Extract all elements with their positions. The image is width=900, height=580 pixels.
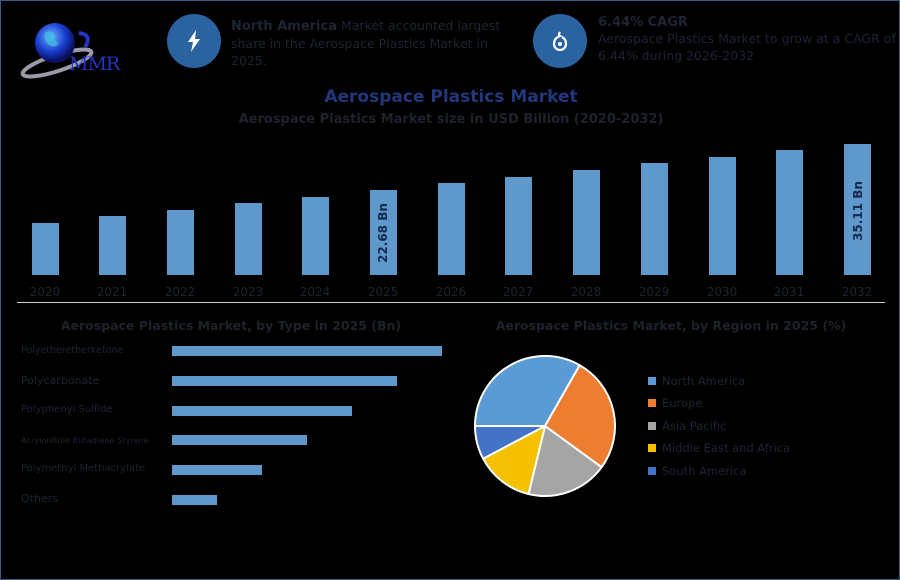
legend-swatch [648,399,656,407]
type-bar [172,465,262,475]
legend-swatch [648,377,656,385]
legend-label: Asia Pacific [662,419,727,433]
type-bar [172,376,397,386]
type-bar [172,406,352,416]
bar-2022 [167,210,194,275]
globe-icon [20,23,94,79]
region-pie-chart [473,354,617,502]
market-size-bar-chart: 22.68 Bn 35.11 Bn 2020 2021 2022 2023 20… [1,1,900,311]
x-tick: 2028 [570,285,602,299]
chart-subtitle: Aerospace Plastics Market size in USD Bi… [238,112,664,127]
bar-2021 [99,216,126,275]
x-tick: 2032 [841,285,873,299]
highlight-icon-circle [533,14,587,68]
bar-2027 [505,177,532,275]
type-bar [172,495,217,505]
x-tick: 2029 [638,285,670,299]
bar-2030 [709,157,736,275]
legend-europe: Europe [648,396,702,410]
legend-label: Middle East and Africa [662,441,791,455]
highlight-north-america: North America Market accounted largest s… [231,17,526,69]
legend-swatch [648,422,656,430]
type-label: Acrylonitrile Butadiene Styrene [21,435,149,445]
pie-slice-europe [544,364,616,469]
lightning-icon [188,30,200,52]
highlight-bold: North America [231,19,337,34]
type-label: Polycarbonate [21,374,100,387]
bar-2023 [235,203,262,275]
bar-2031 [776,150,803,275]
growth-drop-icon [552,31,568,51]
bar-2032 [844,144,871,275]
legend-asia-pacific: Asia Pacific [648,419,726,433]
mmr-logo: MMR [19,19,139,79]
bar-2028 [573,170,600,275]
x-tick: 2025 [367,285,399,299]
legend-mea: Middle East and Africa [648,441,790,455]
type-label: Polyetheretherketone [21,345,124,356]
type-bar [172,435,307,445]
legend-swatch [648,444,656,452]
bar-value-2032: 35.11 Bn [851,181,865,241]
x-axis-line [17,302,885,303]
bar-2029 [641,163,668,275]
x-tick: 2024 [299,285,331,299]
legend-north-america: North America [648,374,745,388]
x-tick: 2031 [773,285,805,299]
region-chart-title: Aerospace Plastics Market, by Region in … [495,318,847,333]
chart-title: Aerospace Plastics Market [324,87,578,107]
highlight-text: Market accounted largest share in the Ae… [231,18,501,68]
legend-south-america: South America [648,464,747,478]
type-chart-title: Aerospace Plastics Market, by Type in 20… [60,318,402,333]
type-label: Polymethyl Methacrylate [21,463,146,474]
cagr-text: Aerospace Plastics Market to grow at a C… [598,31,896,63]
bar-2025 [370,190,397,275]
bar-2020 [32,223,59,275]
x-tick: 2022 [164,285,196,299]
bar-2026 [438,183,465,275]
legend-label: Europe [662,396,703,410]
bar-value-2025: 22.68 Bn [376,203,390,263]
x-tick: 2027 [502,285,534,299]
logo-text: MMR [69,53,120,75]
type-label: Polyphenyl Sulfide [21,404,113,415]
x-tick: 2026 [435,285,467,299]
x-tick: 2021 [96,285,128,299]
highlight-icon-circle [167,14,221,68]
cagr-value: 6.44% CAGR [598,15,688,30]
type-bar [172,346,442,356]
legend-label: North America [662,374,746,388]
x-tick: 2023 [232,285,264,299]
type-label: Others [21,492,58,505]
pie-slice-asia-pacific [527,425,603,497]
pie-slice-south-america [474,425,546,460]
highlight-cagr: 6.44% CAGR Aerospace Plastics Market to … [598,15,898,64]
x-tick: 2030 [706,285,738,299]
pie-slice-mea [482,425,546,495]
bar-2024 [302,197,329,275]
legend-swatch [648,467,656,475]
pie-slice-north-america [474,355,581,427]
x-tick: 2020 [29,285,61,299]
legend-label: South America [662,464,747,478]
